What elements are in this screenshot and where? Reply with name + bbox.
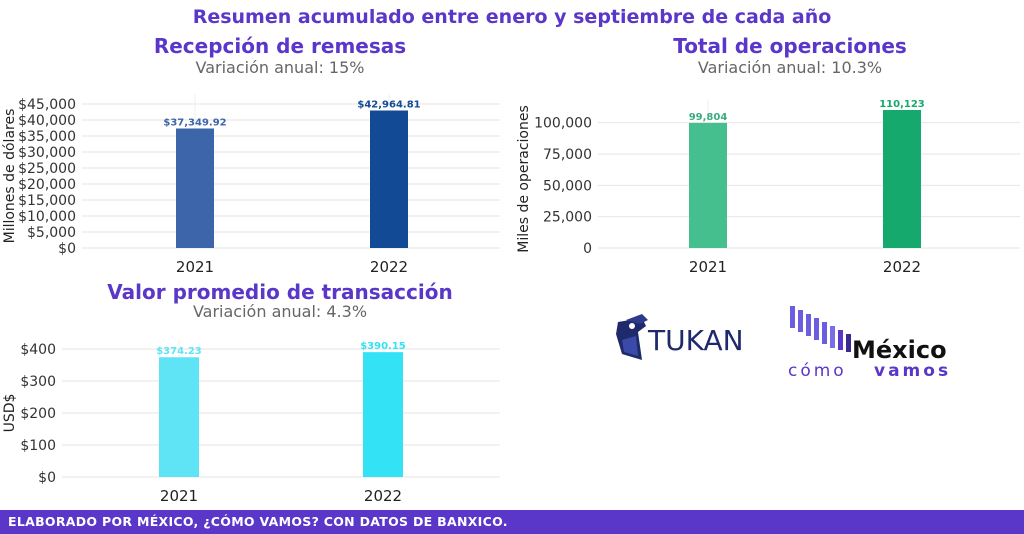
chart-3-title: Valor promedio de transacción: [107, 280, 453, 304]
y-tick-label: $0: [58, 241, 76, 257]
y-axis-label: USD$: [2, 394, 18, 433]
y-tick-label: 25,000: [543, 210, 592, 226]
data-label: $390.15: [360, 341, 406, 352]
data-label: 110,123: [879, 99, 925, 110]
mcv-text-vamos: vamos: [874, 361, 951, 380]
chart-2-title: Total de operaciones: [673, 34, 907, 58]
y-tick-label: $400: [20, 342, 56, 358]
tukan-text: TUKAN: [647, 324, 742, 357]
mexico-como-vamos-logo: México cómo vamos: [788, 306, 951, 380]
y-tick-label: $100: [20, 438, 56, 454]
y-tick-label: $30,000: [18, 145, 76, 161]
x-tick-label: 2021: [160, 487, 198, 505]
y-tick-label: $40,000: [18, 113, 76, 129]
y-tick-label: $200: [20, 406, 56, 422]
chart-1-subtitle: Variación anual: 15%: [195, 58, 365, 77]
y-tick-label: 100,000: [534, 116, 592, 132]
bar-2021: [159, 357, 199, 477]
y-tick-label: 75,000: [543, 147, 592, 163]
bar-2022: [363, 352, 403, 477]
y-tick-label: $25,000: [18, 161, 76, 177]
y-axis-label: Miles de operaciones: [516, 105, 532, 253]
y-tick-label: 50,000: [543, 178, 592, 194]
data-label: 99,804: [689, 112, 728, 123]
bar-2022: [370, 110, 408, 248]
footer-credit: ELABORADO POR MÉXICO, ¿CÓMO VAMOS? CON D…: [0, 510, 1024, 534]
data-label: $37,349.92: [163, 117, 226, 128]
chart-3-subtitle: Variación anual: 4.3%: [192, 302, 368, 321]
mcv-text-como: cómo: [788, 361, 847, 380]
y-tick-label: $35,000: [18, 129, 76, 145]
y-axis-label: Millones de dólares: [2, 109, 18, 244]
y-tick-label: $20,000: [18, 177, 76, 193]
mcv-text-top: México: [852, 336, 947, 364]
y-tick-label: $5,000: [27, 225, 76, 241]
x-tick-label: 2022: [370, 258, 408, 276]
chart-valor-promedio: $0 $100 $200 $300 $400 USD$ $374.23 2021 $390.15…: [2, 339, 500, 505]
x-tick-label: 2022: [364, 487, 402, 505]
bar-2021: [176, 128, 214, 248]
tukan-logo: TUKAN: [616, 314, 742, 360]
chart-1-title: Recepción de remesas: [153, 34, 407, 58]
y-tick-label: $300: [20, 374, 56, 390]
bar-2022: [883, 110, 921, 248]
x-tick-label: 2021: [689, 258, 727, 276]
x-tick-label: 2022: [883, 258, 921, 276]
y-tick-label: 0: [583, 241, 592, 257]
x-tick-label: 2021: [176, 258, 214, 276]
chart-remesas: $0$5,000$10,000$15,000$20,000$25,000$30,…: [2, 94, 500, 276]
bars-icon: [790, 306, 851, 352]
y-tick-label: $0: [38, 470, 56, 486]
data-label: $374.23: [156, 346, 202, 357]
toucan-icon: [616, 314, 648, 360]
y-tick-label: $45,000: [18, 97, 76, 113]
bar-2021: [689, 122, 727, 248]
main-title: Resumen acumulado entre enero y septiemb…: [192, 6, 832, 28]
y-tick-label: $15,000: [18, 193, 76, 209]
data-label: $42,964.81: [357, 100, 420, 111]
y-tick-label: $10,000: [18, 209, 76, 225]
chart-2-subtitle: Variación anual: 10.3%: [697, 58, 883, 77]
